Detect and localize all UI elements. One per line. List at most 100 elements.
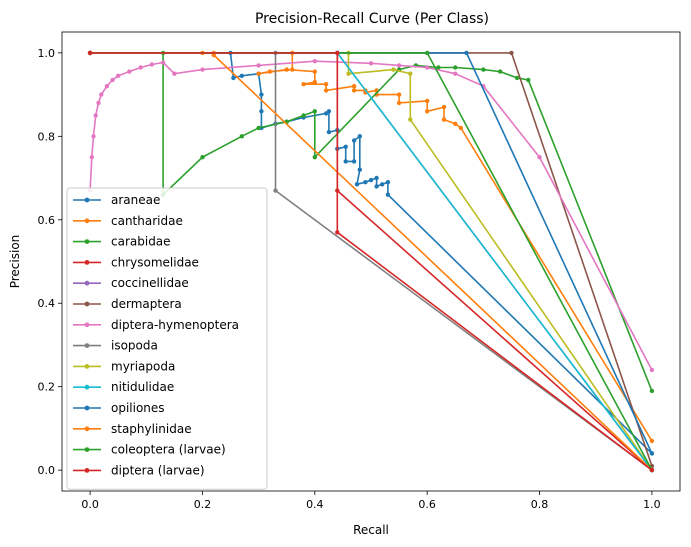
data-point (481, 67, 486, 72)
data-point (172, 71, 177, 76)
data-point (391, 67, 396, 72)
legend-label: carabidae (111, 235, 171, 249)
legend-label: chrysomelidae (111, 255, 199, 269)
data-point (267, 69, 273, 74)
legend-item: dermaptera (73, 297, 182, 311)
x-tick-label: 1.0 (643, 498, 661, 511)
data-point (357, 134, 362, 139)
data-point (464, 50, 469, 56)
y-axis: 0.0 0.2 0.4 0.6 0.8 1.0 (38, 47, 62, 477)
data-point (368, 61, 374, 66)
data-point (200, 155, 205, 160)
x-axis-label: Recall (353, 523, 389, 537)
x-tick-label: 0.8 (531, 498, 549, 511)
x-tick-label: 0.6 (418, 498, 436, 511)
data-point (351, 88, 357, 93)
data-point (408, 117, 413, 122)
data-point (301, 82, 306, 87)
legend-item: myriapoda (73, 359, 175, 373)
data-point (343, 144, 348, 149)
legend-marker (84, 343, 90, 348)
x-tick-label: 0.0 (81, 498, 99, 511)
data-point (110, 77, 115, 83)
data-point (396, 63, 402, 68)
data-point (425, 65, 430, 70)
data-point (425, 98, 430, 104)
data-point (256, 125, 261, 131)
y-tick-label: 0.6 (38, 214, 56, 227)
legend-marker (84, 280, 90, 286)
data-point (374, 175, 379, 181)
x-tick-label: 0.2 (194, 498, 212, 511)
data-point (396, 100, 402, 106)
legend-marker (84, 364, 90, 369)
data-point (239, 134, 244, 139)
legend-label: cantharidae (111, 214, 183, 228)
data-point (127, 69, 132, 74)
data-point (200, 67, 205, 72)
data-point (335, 230, 340, 235)
data-point (239, 73, 244, 79)
legend-marker (84, 239, 90, 245)
legend-item: carabidae (73, 235, 171, 249)
data-point (273, 188, 278, 193)
data-point (351, 138, 357, 143)
legend-label: dermaptera (111, 297, 182, 311)
series-diptera-hymenoptera (87, 59, 655, 373)
legend-marker (84, 301, 90, 307)
data-point (312, 109, 317, 114)
y-tick-label: 0.2 (38, 381, 56, 394)
data-point (649, 367, 655, 373)
legend-item: diptera (larvae) (73, 463, 205, 477)
x-axis: 0.0 0.2 0.4 0.6 0.8 1.0 (81, 491, 661, 511)
legend-item: nitidulidae (73, 380, 174, 394)
data-point (385, 180, 391, 185)
legend-marker (84, 447, 90, 452)
data-point (326, 129, 332, 135)
legend-label: opiliones (111, 401, 165, 415)
series-line (90, 52, 653, 471)
legend-marker (84, 468, 90, 473)
y-tick-label: 1.0 (38, 47, 56, 60)
data-point (91, 134, 96, 139)
legend: araneae cantharidae carabidae chrysomelidae… (66, 187, 268, 490)
legend-box (66, 187, 268, 490)
legend-label: diptera (larvae) (111, 463, 205, 477)
y-tick-label: 0.0 (38, 464, 56, 477)
data-point (649, 467, 655, 473)
data-point (368, 177, 374, 183)
data-point (99, 92, 104, 97)
data-point (351, 159, 357, 164)
plot-frame (61, 31, 681, 492)
data-point (96, 100, 101, 106)
data-point (211, 52, 216, 58)
legend-item: staphylinidae (73, 422, 192, 436)
legend-marker (84, 426, 90, 432)
data-point (453, 71, 458, 76)
data-point (87, 50, 93, 56)
chart-title: Precision-Recall Curve (Per Class) (255, 11, 489, 27)
x-tick-label: 0.4 (306, 498, 324, 511)
data-point (343, 159, 348, 164)
data-point (453, 65, 458, 70)
legend-item: coleoptera (larvae) (73, 443, 226, 457)
data-point (104, 84, 110, 89)
legend-item: diptera-hymenoptera (73, 318, 239, 332)
series-layer (87, 50, 655, 473)
data-point (380, 182, 385, 187)
legend-label: myriapoda (111, 359, 175, 373)
data-point (453, 121, 458, 127)
data-point (290, 67, 295, 72)
legend-marker (84, 384, 90, 390)
data-point (259, 92, 264, 97)
legend-item: araneae (73, 193, 160, 207)
data-point (425, 109, 430, 114)
data-point (116, 73, 121, 79)
legend-marker (84, 405, 90, 411)
data-point (160, 60, 166, 65)
data-point (326, 109, 332, 114)
legend-item: opiliones (73, 401, 165, 415)
data-point (509, 50, 514, 56)
data-point (149, 62, 155, 67)
data-point (284, 67, 289, 72)
